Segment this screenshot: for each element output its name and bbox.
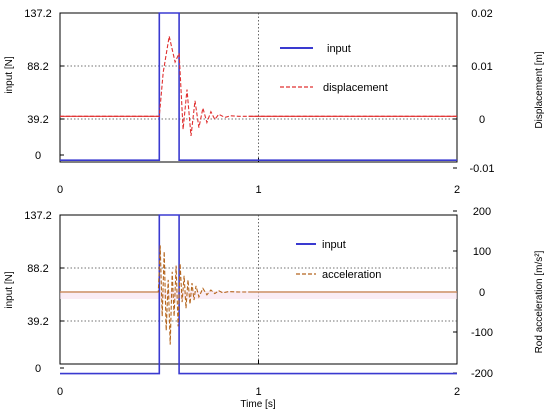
y-tick-label: 39.2 (27, 114, 48, 126)
y2-tick-label: -0.01 (469, 163, 494, 175)
y2-tick-label: 0 (479, 114, 485, 126)
chart-bottom: 137.2 88.2 39.2 0 200 100 0 -100 -200 0 1 2 input acc… (4, 206, 545, 410)
baseline-band (60, 291, 457, 299)
x-axis-label: Time [s] (240, 399, 275, 410)
y2-axis-label: Displacement [m] (534, 51, 545, 128)
x-tick-label: 1 (255, 386, 261, 398)
y2-tick-label: -200 (471, 368, 493, 380)
y-tick-label: 88.2 (27, 263, 48, 275)
series-line-input (60, 214, 457, 375)
y-tick-label: 88.2 (27, 61, 48, 73)
x-tick-label: 0 (57, 386, 63, 398)
y-tick-label: 0 (35, 363, 41, 375)
x-tick-label: 1 (255, 184, 261, 196)
x-tick-label: 2 (454, 184, 460, 196)
series-line-input (60, 12, 457, 161)
y2-tick-label: 0.02 (471, 8, 492, 20)
y2-tick-label: 100 (473, 246, 491, 258)
x-tick-label: 0 (57, 184, 63, 196)
y2-tick-label: 200 (473, 206, 491, 218)
series-line-acceleration (60, 245, 457, 345)
legend-label-input: input (327, 43, 351, 55)
legend-label-displacement: displacement (323, 82, 388, 94)
y2-tick-label: 0 (479, 287, 485, 299)
y-tick-label: 137.2 (24, 8, 52, 20)
y-tick-label: 137.2 (24, 210, 52, 222)
legend-label-acceleration: acceleration (322, 269, 381, 281)
y-axis-label: input [N] (4, 56, 15, 93)
chart-top: 137.2 88.2 39.2 0 0.02 0.01 0 -0.01 0 1 2 input disp… (4, 8, 545, 196)
series-line-displacement (60, 36, 457, 137)
y-tick-label: 0 (35, 150, 41, 162)
y2-axis-label: Rod acceleration [m/s²] (534, 250, 545, 353)
x-tick-label: 2 (454, 386, 460, 398)
y-tick-label: 39.2 (27, 316, 48, 328)
y-axis-label: input [N] (4, 271, 15, 308)
y2-tick-label: -100 (471, 327, 493, 339)
legend-label-input: input (322, 239, 346, 251)
y2-tick-label: 0.01 (471, 61, 492, 73)
